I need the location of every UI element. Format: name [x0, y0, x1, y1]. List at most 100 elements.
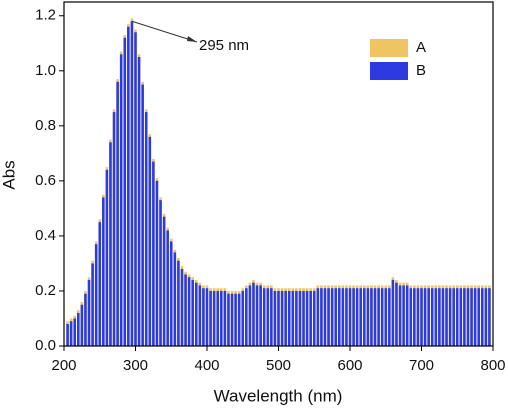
bar	[152, 161, 155, 346]
bar	[423, 288, 427, 346]
bar	[459, 288, 463, 346]
bar	[127, 26, 130, 346]
bar	[223, 290, 227, 346]
bar	[438, 288, 441, 346]
bar	[162, 216, 166, 346]
bar	[116, 81, 119, 347]
bar	[480, 288, 484, 346]
y-tick-label: 0.4	[35, 227, 56, 244]
x-tick-label: 300	[123, 357, 148, 374]
bar	[134, 32, 137, 346]
bar	[370, 288, 373, 346]
y-tick-label: 1.0	[35, 62, 56, 79]
bar	[312, 290, 316, 346]
bar	[237, 293, 241, 346]
bar	[302, 290, 305, 346]
x-tick-label: 200	[51, 357, 76, 374]
bar	[345, 288, 348, 346]
bar	[341, 288, 345, 346]
bar	[359, 288, 363, 346]
bar	[373, 288, 377, 346]
bar	[148, 136, 152, 346]
bar	[455, 288, 459, 346]
bar	[202, 288, 205, 346]
bar	[448, 288, 452, 346]
bar	[323, 288, 327, 346]
annotation-arrowhead	[187, 36, 197, 42]
bar	[119, 54, 123, 347]
bar	[402, 285, 405, 346]
bar	[463, 288, 466, 346]
bar	[130, 21, 134, 346]
bar	[477, 288, 480, 346]
x-axis-title: Wavelength (nm)	[214, 386, 343, 405]
annotation-arrow	[131, 20, 198, 43]
bar	[384, 288, 388, 346]
bar	[137, 57, 141, 346]
bar	[159, 200, 162, 346]
bar	[270, 288, 273, 346]
x-tick-label: 500	[266, 357, 291, 374]
bar	[441, 288, 445, 346]
bar	[166, 230, 169, 346]
bar	[205, 288, 209, 346]
bar	[488, 288, 491, 346]
bar	[94, 244, 98, 346]
bar	[102, 197, 105, 346]
bar	[309, 290, 312, 346]
bar	[473, 288, 477, 346]
bar	[173, 252, 177, 346]
x-tick-label: 600	[337, 357, 362, 374]
legend-label: A	[416, 39, 426, 56]
bar	[259, 285, 262, 346]
bar	[77, 312, 80, 346]
bar	[352, 288, 355, 346]
bar	[230, 293, 234, 346]
bar	[187, 277, 191, 346]
bar	[298, 290, 302, 346]
y-axis-title: Abs	[0, 160, 18, 189]
bar	[69, 321, 73, 346]
annotation: 295 nm	[199, 37, 249, 54]
bar	[73, 318, 77, 346]
bar	[245, 288, 248, 346]
bar	[452, 288, 455, 346]
bar	[280, 290, 284, 346]
y-tick-label: 0.6	[35, 172, 56, 189]
bar	[363, 288, 366, 346]
bar	[180, 268, 184, 346]
x-tick-label: 700	[409, 357, 434, 374]
bar	[416, 288, 420, 346]
bar	[191, 279, 194, 346]
y-tick-label: 0.8	[35, 117, 56, 134]
bar	[198, 285, 202, 346]
bar	[177, 260, 180, 346]
legend-swatch	[370, 62, 408, 80]
bar	[123, 37, 127, 346]
bar	[291, 290, 295, 346]
bar	[284, 290, 287, 346]
bar	[80, 304, 84, 346]
bar	[209, 290, 212, 346]
bar	[262, 288, 266, 346]
y-tick-label: 0.2	[35, 282, 56, 299]
bar	[273, 290, 277, 346]
bar	[98, 222, 102, 346]
bar	[212, 290, 216, 346]
bar	[84, 293, 87, 346]
bar	[87, 279, 91, 346]
bar	[248, 285, 252, 346]
bar	[66, 323, 69, 346]
bar	[105, 169, 109, 346]
legend-label: B	[416, 62, 426, 79]
y-tick-label: 0.0	[35, 337, 56, 354]
bar	[155, 180, 159, 346]
bar	[194, 282, 198, 346]
bar	[255, 285, 259, 346]
bar	[220, 290, 223, 346]
bar	[366, 288, 370, 346]
bar	[337, 288, 341, 346]
bar	[377, 288, 380, 346]
bar	[445, 288, 448, 346]
bar	[420, 288, 423, 346]
